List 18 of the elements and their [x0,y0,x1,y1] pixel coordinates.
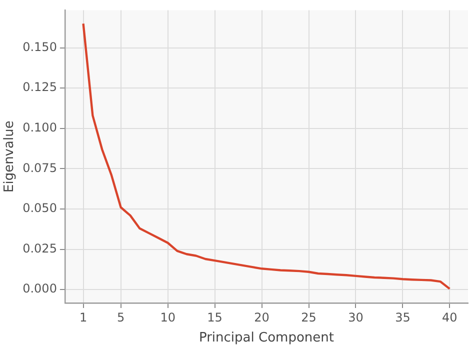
x-tick-label: 5 [117,310,125,324]
y-tick-label: 0.025 [22,241,57,256]
y-tick-label: 0.050 [22,201,57,216]
y-tick-label: 0.125 [22,80,57,94]
x-tick-label: 30 [348,310,364,324]
x-tick-label: 40 [442,310,458,324]
y-tick-label: 0.100 [22,120,57,135]
x-tick-label: 35 [395,310,410,324]
y-tick-label: 0.075 [22,160,57,175]
x-tick-label: 10 [160,310,176,324]
x-axis-title: Principal Component [198,330,334,346]
x-tick-label: 15 [207,310,222,324]
x-tick-label: 25 [301,310,316,324]
x-tick-label: 20 [254,310,270,324]
y-axis-title: Eigenvalue [2,120,18,193]
y-tick-label: 0.150 [22,40,57,54]
y-tick-label: 0.000 [22,282,57,296]
x-tick-label: 1 [79,310,88,324]
